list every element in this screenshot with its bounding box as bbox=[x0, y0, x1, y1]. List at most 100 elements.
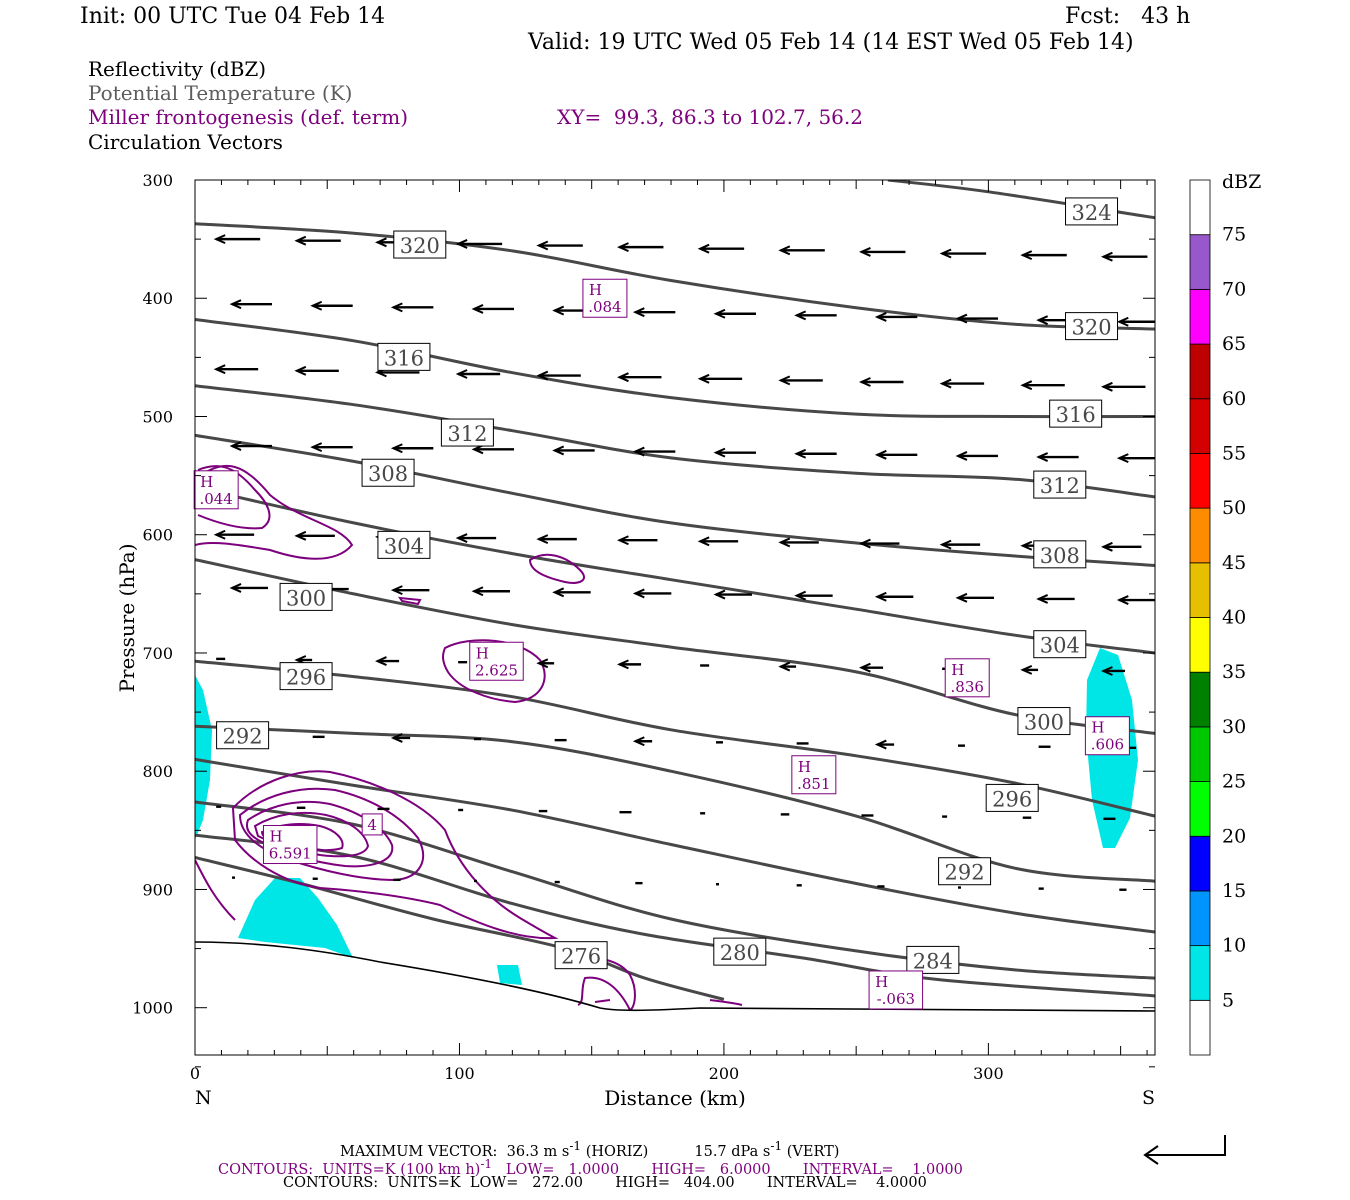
fronto-label: H2.625 bbox=[469, 641, 524, 681]
vector-head bbox=[713, 447, 726, 458]
vector-head bbox=[536, 534, 549, 545]
theta-label-text: 316 bbox=[384, 346, 424, 370]
init-time: Init: 00 UTC Tue 04 Feb 14 bbox=[80, 4, 386, 29]
fronto-label: H.606 bbox=[1084, 716, 1130, 756]
fronto-contour bbox=[231, 770, 559, 940]
vector-head bbox=[1100, 381, 1113, 392]
vector-head bbox=[310, 442, 323, 453]
field-reflectivity: Reflectivity (dBZ) bbox=[88, 57, 267, 81]
colorbar-label: 55 bbox=[1222, 442, 1246, 464]
vector-head bbox=[794, 590, 807, 601]
vector-head bbox=[874, 591, 887, 602]
theta-label-304: 304 bbox=[1033, 630, 1087, 659]
vector-head bbox=[390, 443, 403, 454]
x-tick-label: 0 bbox=[190, 1064, 200, 1083]
colorbar-label: 5 bbox=[1222, 989, 1234, 1011]
vector-head bbox=[1036, 452, 1049, 462]
vector-head bbox=[455, 533, 468, 543]
y-tick-label: 500 bbox=[142, 407, 173, 426]
colorbar-label: 25 bbox=[1222, 771, 1246, 793]
theta-label-320: 320 bbox=[393, 230, 447, 259]
vector-head bbox=[874, 312, 887, 322]
vector-head bbox=[552, 587, 565, 598]
theta-label-text: 308 bbox=[1040, 544, 1080, 568]
fronto-label-text: .044 bbox=[199, 490, 232, 508]
y-tick-label: 1000 bbox=[132, 999, 173, 1018]
vector-head bbox=[213, 234, 226, 245]
theta-label-308: 308 bbox=[1033, 540, 1087, 569]
colorbar-label: 45 bbox=[1222, 552, 1246, 574]
fronto-label: H.851 bbox=[791, 755, 837, 795]
theta-label-292: 292 bbox=[216, 721, 270, 750]
theta-contour-320 bbox=[195, 222, 1155, 331]
vector-head bbox=[390, 585, 403, 596]
theta-contour-304 bbox=[195, 485, 1155, 655]
fronto-label-text: .084 bbox=[588, 298, 621, 316]
fronto-contour bbox=[245, 800, 394, 868]
theta-label-text: 312 bbox=[447, 422, 487, 446]
fronto-contour bbox=[197, 465, 271, 530]
vector-head bbox=[874, 739, 887, 750]
theta-label-304: 304 bbox=[377, 530, 431, 559]
vector-head bbox=[632, 307, 645, 318]
theta-contour-292 bbox=[195, 724, 1155, 883]
vector-head bbox=[1100, 541, 1113, 552]
theta-contour-288 bbox=[195, 757, 1155, 934]
vector-head bbox=[697, 536, 710, 547]
fronto-label-text: .851 bbox=[797, 775, 830, 793]
vector-head bbox=[552, 305, 565, 316]
south-label: S bbox=[1142, 1087, 1155, 1109]
fronto-contour-legend: CONTOURS: UNITS=K (100 km h)-1 LOW= 1.00… bbox=[218, 1157, 963, 1178]
y-tick-label: 300 bbox=[142, 171, 173, 190]
fronto-label-text: .606 bbox=[1091, 736, 1124, 754]
vector-head bbox=[536, 240, 549, 251]
forecast-hour: Fcst: 43 h bbox=[1065, 4, 1191, 29]
fronto-contour bbox=[594, 999, 611, 1003]
field-frontogenesis: Miller frontogenesis (def. term) bbox=[88, 105, 409, 129]
fronto-label-text: H bbox=[200, 473, 213, 491]
theta-contour-284 bbox=[195, 800, 1155, 980]
reference-vector bbox=[1143, 1135, 1226, 1165]
colorbar-swatch bbox=[1189, 726, 1211, 782]
vector-head bbox=[229, 441, 242, 451]
colorbar-label: 65 bbox=[1222, 333, 1246, 355]
colorbar-swatch bbox=[1189, 507, 1211, 564]
vector-head bbox=[229, 299, 242, 310]
theta-label-324: 324 bbox=[1065, 197, 1119, 226]
colorbar-swatch bbox=[1189, 453, 1211, 509]
vector-head bbox=[858, 377, 871, 387]
theta-label-300: 300 bbox=[1017, 707, 1071, 736]
theta-label-text: 296 bbox=[286, 666, 326, 690]
theta-contour-296 bbox=[195, 659, 1155, 818]
theta-label-text: 324 bbox=[1071, 201, 1111, 225]
vector-head bbox=[455, 369, 468, 379]
vector-head bbox=[213, 364, 226, 375]
vector-head bbox=[713, 308, 726, 319]
vector-head bbox=[939, 539, 952, 550]
colorbar-label: 30 bbox=[1222, 716, 1246, 738]
vector-head bbox=[632, 446, 645, 457]
max-vector-legend: MAXIMUM VECTOR: 36.3 m s-1 (HORIZ) 15.7 … bbox=[340, 1139, 840, 1160]
vector-head bbox=[858, 662, 871, 673]
vector-head bbox=[778, 375, 791, 386]
fronto-label: H6.591 bbox=[262, 825, 318, 865]
theta-label-text: 300 bbox=[1024, 711, 1064, 735]
colorbar-swatch bbox=[1189, 562, 1211, 618]
theta-label-text: 308 bbox=[368, 462, 408, 486]
fronto-label-text: H bbox=[798, 758, 811, 776]
colorbar-label: 15 bbox=[1222, 880, 1246, 902]
reflectivity-area bbox=[497, 965, 522, 985]
colorbar-swatch bbox=[1189, 343, 1211, 400]
theta-contour-312 bbox=[195, 384, 1155, 499]
vector-head bbox=[939, 248, 952, 259]
vector-head bbox=[858, 538, 871, 549]
theta-label-text: 304 bbox=[1040, 634, 1080, 658]
colorbar-label: 75 bbox=[1222, 224, 1246, 246]
vector-head bbox=[471, 586, 484, 597]
vector-head bbox=[778, 245, 791, 256]
theta-label-text: 300 bbox=[286, 586, 326, 610]
vector-head bbox=[1020, 540, 1033, 551]
theta-contour-316 bbox=[195, 318, 1155, 419]
theta-label-284: 284 bbox=[906, 945, 960, 974]
